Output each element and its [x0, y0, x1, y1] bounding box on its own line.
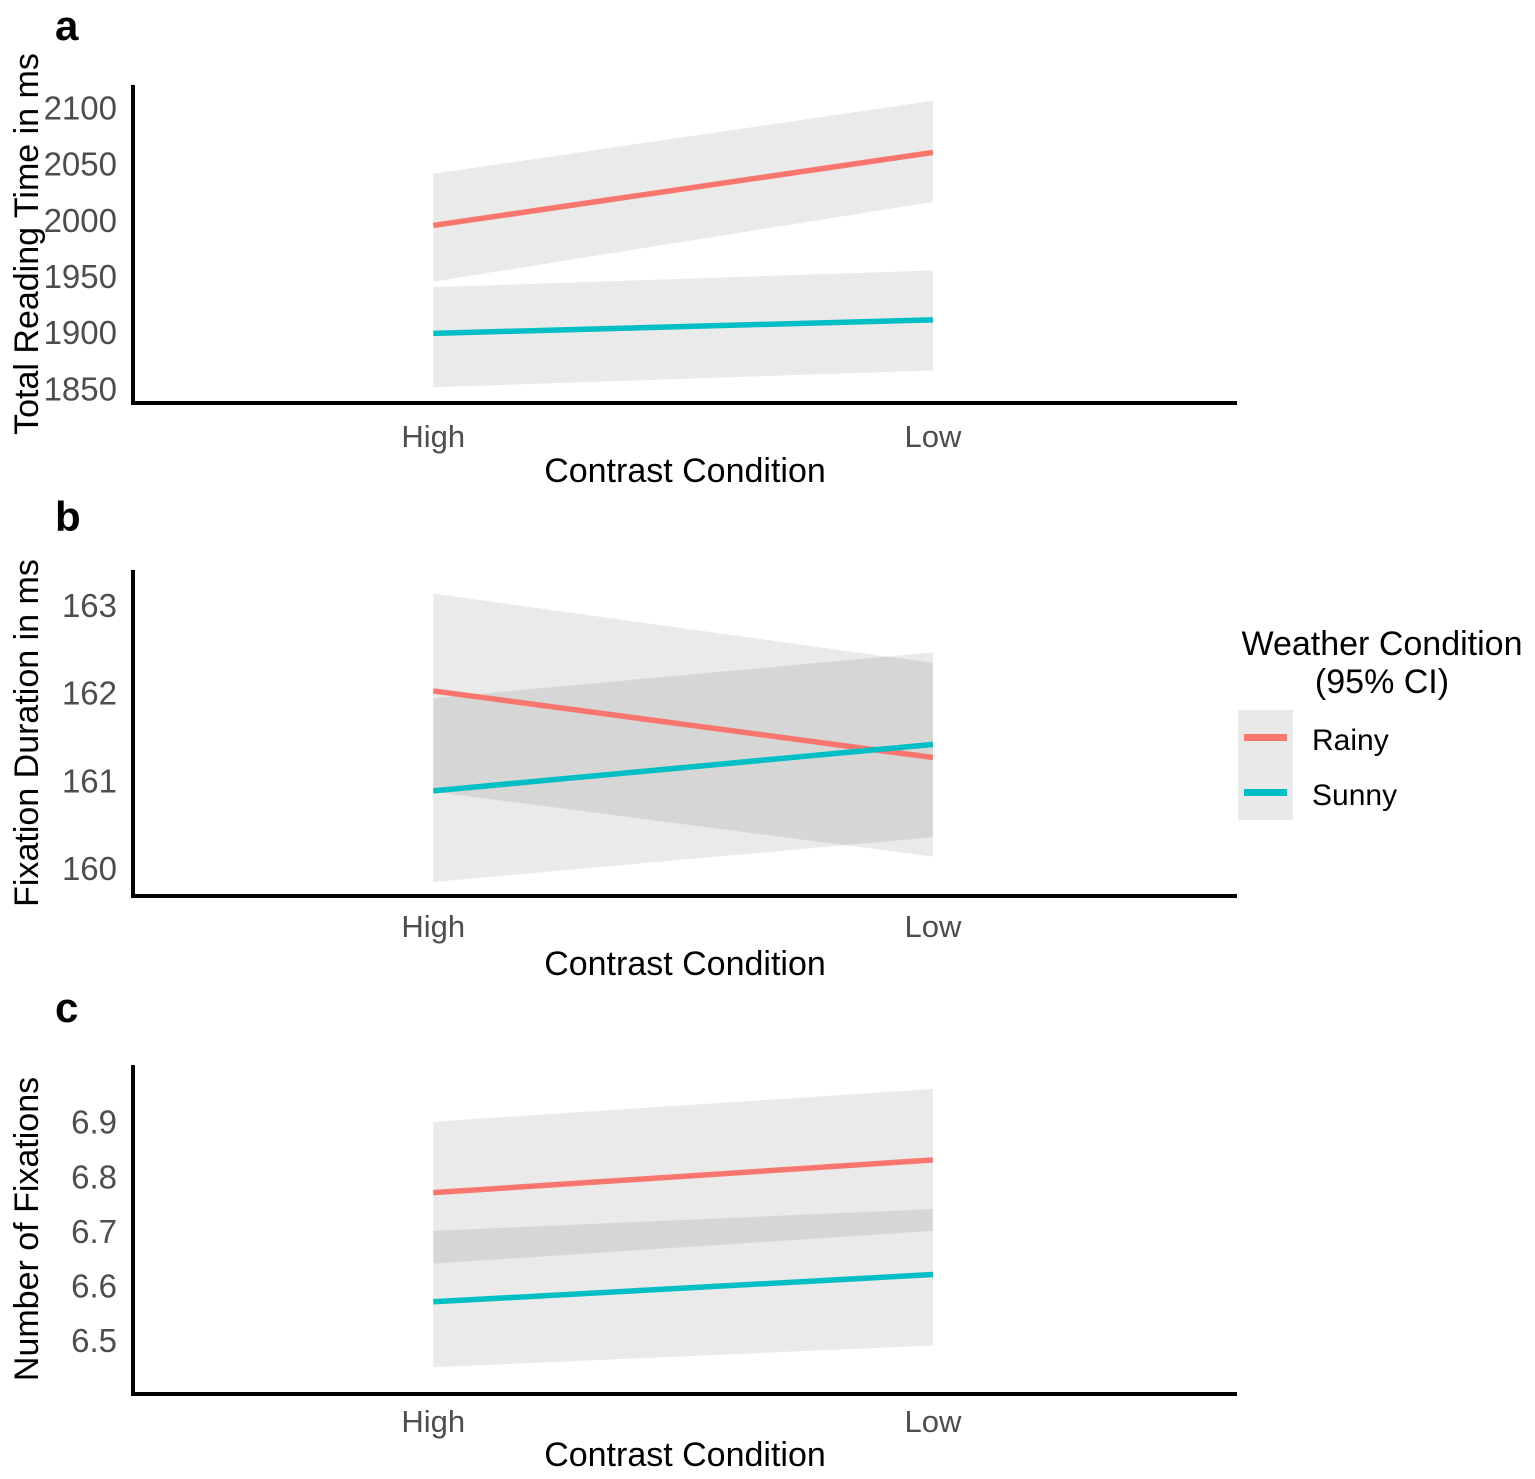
y-tick-label: 6.6: [71, 1267, 117, 1304]
y-tick-label: 161: [62, 762, 117, 799]
x-category-label: High: [401, 419, 465, 454]
y-tick-label: 6.7: [71, 1213, 117, 1250]
legend-title-line1: Weather Condition: [1242, 625, 1523, 663]
x-category-label: Low: [905, 909, 962, 944]
trend-line-rainy: [432, 149, 934, 229]
axis-lines: [131, 570, 1237, 898]
axis-lines: [131, 85, 1237, 405]
panel-a-x-axis-title: Contrast Condition: [544, 452, 826, 490]
panel-c: 6.5 6.6 6.7 6.8 6.9 High Low: [71, 1065, 1237, 1439]
legend: Weather Condition (95% CI) Rainy Sunny: [1238, 625, 1522, 820]
panel-c-x-axis-title: Contrast Condition: [544, 1436, 826, 1474]
axis-lines: [131, 1065, 1237, 1396]
trend-line-rainy: [433, 1157, 934, 1196]
y-tick-label: 1850: [44, 370, 117, 407]
panel-b: 160 161 162 163 High Low: [62, 570, 1237, 944]
y-tick-label: 1900: [44, 314, 117, 351]
legend-label-rainy: Rainy: [1312, 724, 1389, 757]
panel-b-label: b: [55, 493, 81, 540]
legend-label-sunny: Sunny: [1312, 779, 1397, 812]
y-tick-label: 6.9: [71, 1104, 117, 1141]
y-tick-label: 6.8: [71, 1158, 117, 1195]
panel-b-x-axis-title: Contrast Condition: [544, 945, 826, 983]
y-tick-label: 1950: [44, 258, 117, 295]
y-tick-label: 163: [62, 587, 117, 624]
panel-c-label: c: [55, 984, 78, 1031]
x-category-label: High: [401, 909, 465, 944]
y-tick-label: 2100: [44, 89, 117, 126]
trend-line-sunny: [433, 317, 934, 337]
panel-a: 1850 1900 1950 2000 2050 2100 High Low: [44, 85, 1237, 454]
panel-a-label: a: [55, 2, 79, 49]
x-category-label: Low: [905, 419, 962, 454]
trend-line-sunny: [433, 741, 934, 794]
x-category-label: High: [401, 1404, 465, 1439]
panel-a-y-axis-title: Total Reading Time in ms: [8, 53, 46, 435]
x-category-label: Low: [905, 1404, 962, 1439]
trend-line-sunny: [433, 1271, 934, 1305]
legend-keys: [1238, 710, 1293, 820]
panel-b-y-axis-title: Fixation Duration in ms: [8, 559, 46, 907]
y-tick-label: 162: [62, 675, 117, 712]
panel-c-y-axis-title: Number of Fixations: [8, 1077, 46, 1381]
y-tick-label: 2000: [44, 202, 117, 239]
trend-line-rainy: [432, 688, 934, 761]
y-tick-label: 6.5: [71, 1322, 117, 1359]
legend-title-line2: (95% CI): [1315, 663, 1449, 701]
y-tick-label: 160: [62, 850, 117, 887]
y-tick-label: 2050: [44, 146, 117, 183]
chart-dynamic-layer: 1850 1900 1950 2000 2050 2100 High Low 160 161 162…: [44, 85, 1237, 1439]
